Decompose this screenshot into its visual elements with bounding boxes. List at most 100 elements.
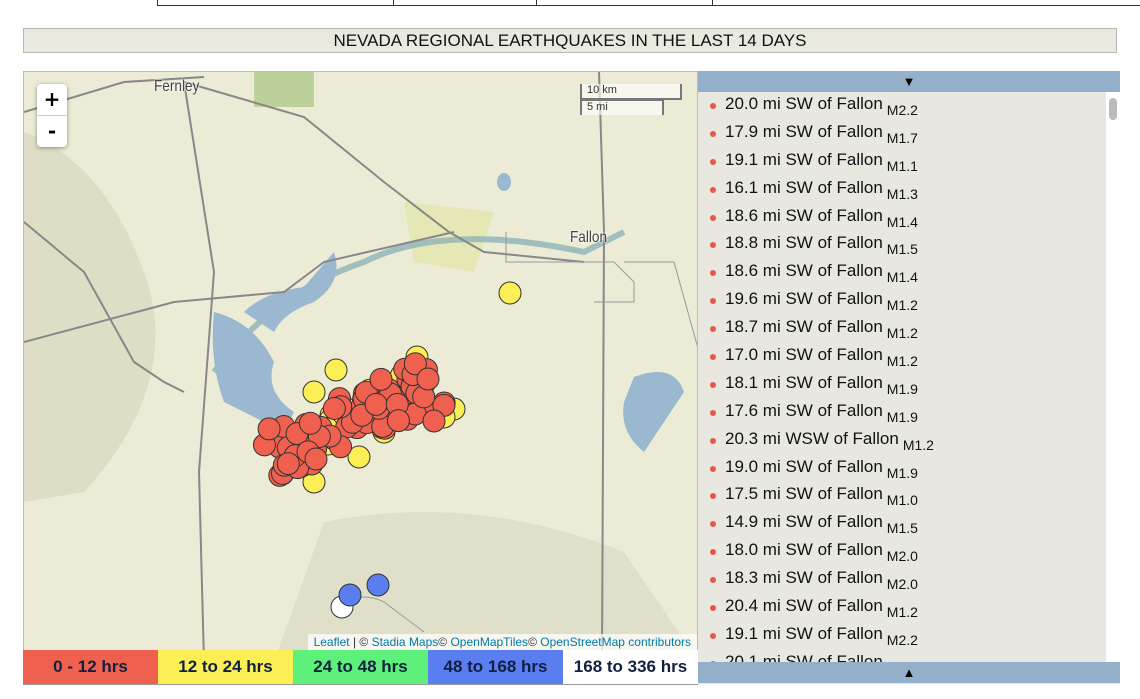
map-attribution: Leaflet | © Stadia Maps© OpenMapTiles© O… <box>307 634 697 650</box>
quake-location: 17.6 mi SW of Fallon <box>725 400 883 420</box>
earthquake-marker[interactable] <box>422 409 446 433</box>
bullet-icon <box>710 158 716 165</box>
earthquake-marker[interactable] <box>276 452 300 476</box>
list-item[interactable]: 20.0 mi SW of Fallon M2.2 <box>698 92 1106 120</box>
zoom-in-button[interactable]: + <box>37 84 67 116</box>
earthquake-marker[interactable] <box>324 358 348 382</box>
list-item[interactable]: 20.1 mi SW of Fallon <box>698 650 1106 662</box>
list-item[interactable]: 19.6 mi SW of Fallon M1.2 <box>698 287 1106 315</box>
bullet-icon <box>710 577 716 584</box>
legend-168-336: 168 to 336 hrs <box>563 650 698 684</box>
quake-location: 18.0 mi SW of Fallon <box>725 540 883 560</box>
list-item[interactable]: 20.3 mi WSW of Fallon M1.2 <box>698 427 1106 455</box>
list-item[interactable]: 17.0 mi SW of Fallon M1.2 <box>698 343 1106 371</box>
zoom-out-button[interactable]: - <box>47 119 57 143</box>
scale-mi: 5 mi <box>580 99 664 115</box>
quake-magnitude: M1.4 <box>886 269 918 286</box>
quake-location: 19.6 mi SW of Fallon <box>725 289 883 309</box>
osm-link[interactable]: OpenStreetMap contributors <box>540 635 691 649</box>
quake-location: 19.1 mi SW of Fallon <box>725 149 883 169</box>
quake-location: 18.6 mi SW of Fallon <box>725 261 883 281</box>
legend-12-24: 12 to 24 hrs <box>158 650 293 684</box>
stadia-link[interactable]: Stadia Maps <box>371 635 439 649</box>
list-item[interactable]: 18.3 mi SW of Fallon M2.0 <box>698 566 1106 594</box>
list-item[interactable]: 16.1 mi SW of Fallon M1.3 <box>698 176 1106 204</box>
bullet-icon <box>710 521 716 528</box>
bullet-icon <box>710 214 716 221</box>
bullet-icon <box>710 298 716 305</box>
earthquake-marker[interactable] <box>304 447 328 471</box>
quake-magnitude: M1.0 <box>886 492 918 509</box>
bullet-icon <box>710 493 716 500</box>
list-item[interactable]: 19.0 mi SW of Fallon M1.9 <box>698 455 1106 483</box>
quake-location: 16.1 mi SW of Fallon <box>725 177 883 197</box>
legend-0-12: 0 - 12 hrs <box>23 650 158 684</box>
earthquake-marker[interactable] <box>298 411 322 435</box>
attrib-sep: © <box>438 635 451 649</box>
bullet-icon <box>710 186 716 193</box>
bullet-icon <box>710 549 716 556</box>
list-item[interactable]: 17.5 mi SW of Fallon M1.0 <box>698 482 1106 510</box>
earthquake-marker[interactable] <box>369 367 393 391</box>
scale-bar: 10 km 5 mi <box>580 84 682 115</box>
earthquake-marker[interactable] <box>347 445 371 469</box>
earthquake-marker[interactable] <box>416 367 440 391</box>
earthquake-marker[interactable] <box>322 396 346 420</box>
earthquake-marker[interactable] <box>366 573 390 597</box>
list-item[interactable]: 17.9 mi SW of Fallon M1.7 <box>698 120 1106 148</box>
page-title: NEVADA REGIONAL EARTHQUAKES IN THE LAST … <box>23 28 1117 53</box>
list-item[interactable]: 18.6 mi SW of Fallon M1.4 <box>698 259 1106 287</box>
quake-magnitude: M1.5 <box>886 241 918 258</box>
bullet-icon <box>710 409 716 416</box>
quake-magnitude: M1.7 <box>886 129 918 146</box>
earthquake-marker[interactable] <box>338 583 362 607</box>
earthquake-marker[interactable] <box>302 380 326 404</box>
bullet-icon <box>710 632 716 639</box>
earthquake-marker[interactable] <box>364 392 388 416</box>
scrollbar[interactable] <box>1106 92 1120 662</box>
scrollbar-thumb[interactable] <box>1109 98 1117 120</box>
quake-magnitude: M2.2 <box>886 102 918 118</box>
quake-location: 17.0 mi SW of Fallon <box>725 345 883 365</box>
bullet-icon <box>710 660 716 662</box>
list-item[interactable]: 19.1 mi SW of Fallon M2.2 <box>698 622 1106 650</box>
quake-location: 17.5 mi SW of Fallon <box>725 484 883 504</box>
quake-location: 18.8 mi SW of Fallon <box>725 233 883 253</box>
list-item[interactable]: 18.6 mi SW of Fallon M1.4 <box>698 204 1106 232</box>
openmaptiles-link[interactable]: OpenMapTiles <box>450 635 529 649</box>
time-legend: 0 - 12 hrs 12 to 24 hrs 24 to 48 hrs 48 … <box>23 650 698 685</box>
bullet-icon <box>710 465 716 472</box>
quake-magnitude: M1.2 <box>886 604 918 621</box>
earthquake-marker[interactable] <box>257 417 281 441</box>
map-tiles <box>24 72 697 660</box>
list-item[interactable]: 19.1 mi SW of Fallon M1.1 <box>698 148 1106 176</box>
list-item[interactable]: 20.4 mi SW of Fallon M1.2 <box>698 594 1106 622</box>
leaflet-link[interactable]: Leaflet <box>313 635 350 649</box>
list-item[interactable]: 18.8 mi SW of Fallon M1.5 <box>698 231 1106 259</box>
list-item[interactable]: 18.1 mi SW of Fallon M1.9 <box>698 371 1106 399</box>
list-item[interactable]: 14.9 mi SW of Fallon M1.5 <box>698 510 1106 538</box>
quake-magnitude: M1.9 <box>886 380 918 397</box>
earthquake-markers <box>252 281 522 619</box>
city-label-fallon: Fallon <box>570 229 608 246</box>
scroll-down-button[interactable]: ▲ <box>698 662 1120 683</box>
zoom-control: + - <box>37 84 67 147</box>
quake-location: 19.0 mi SW of Fallon <box>725 456 883 476</box>
scroll-up-button[interactable]: ▼ <box>698 71 1120 92</box>
earthquake-marker[interactable] <box>386 409 410 433</box>
quake-location: 18.1 mi SW of Fallon <box>725 372 883 392</box>
list-item[interactable]: 18.7 mi SW of Fallon M1.2 <box>698 315 1106 343</box>
list-item[interactable]: 18.0 mi SW of Fallon M2.0 <box>698 538 1106 566</box>
earthquake-list-items: 20.0 mi SW of Fallon M2.2 17.9 mi SW of Fa… <box>698 92 1106 662</box>
quake-magnitude: M2.0 <box>886 548 918 565</box>
earthquake-map[interactable]: + - 10 km 5 mi Fernley Fallon Leaflet | … <box>23 71 698 661</box>
earthquake-marker[interactable] <box>498 281 522 305</box>
list-item[interactable]: 17.6 mi SW of Fallon M1.9 <box>698 399 1106 427</box>
scale-km: 10 km <box>580 84 682 100</box>
quake-magnitude: M1.1 <box>886 157 918 174</box>
quake-magnitude: M1.4 <box>886 213 918 230</box>
quake-location: 20.1 mi SW of Fallon <box>725 651 883 662</box>
bullet-icon <box>710 103 716 109</box>
quake-location: 18.3 mi SW of Fallon <box>725 568 883 588</box>
earthquake-marker[interactable] <box>403 352 427 376</box>
